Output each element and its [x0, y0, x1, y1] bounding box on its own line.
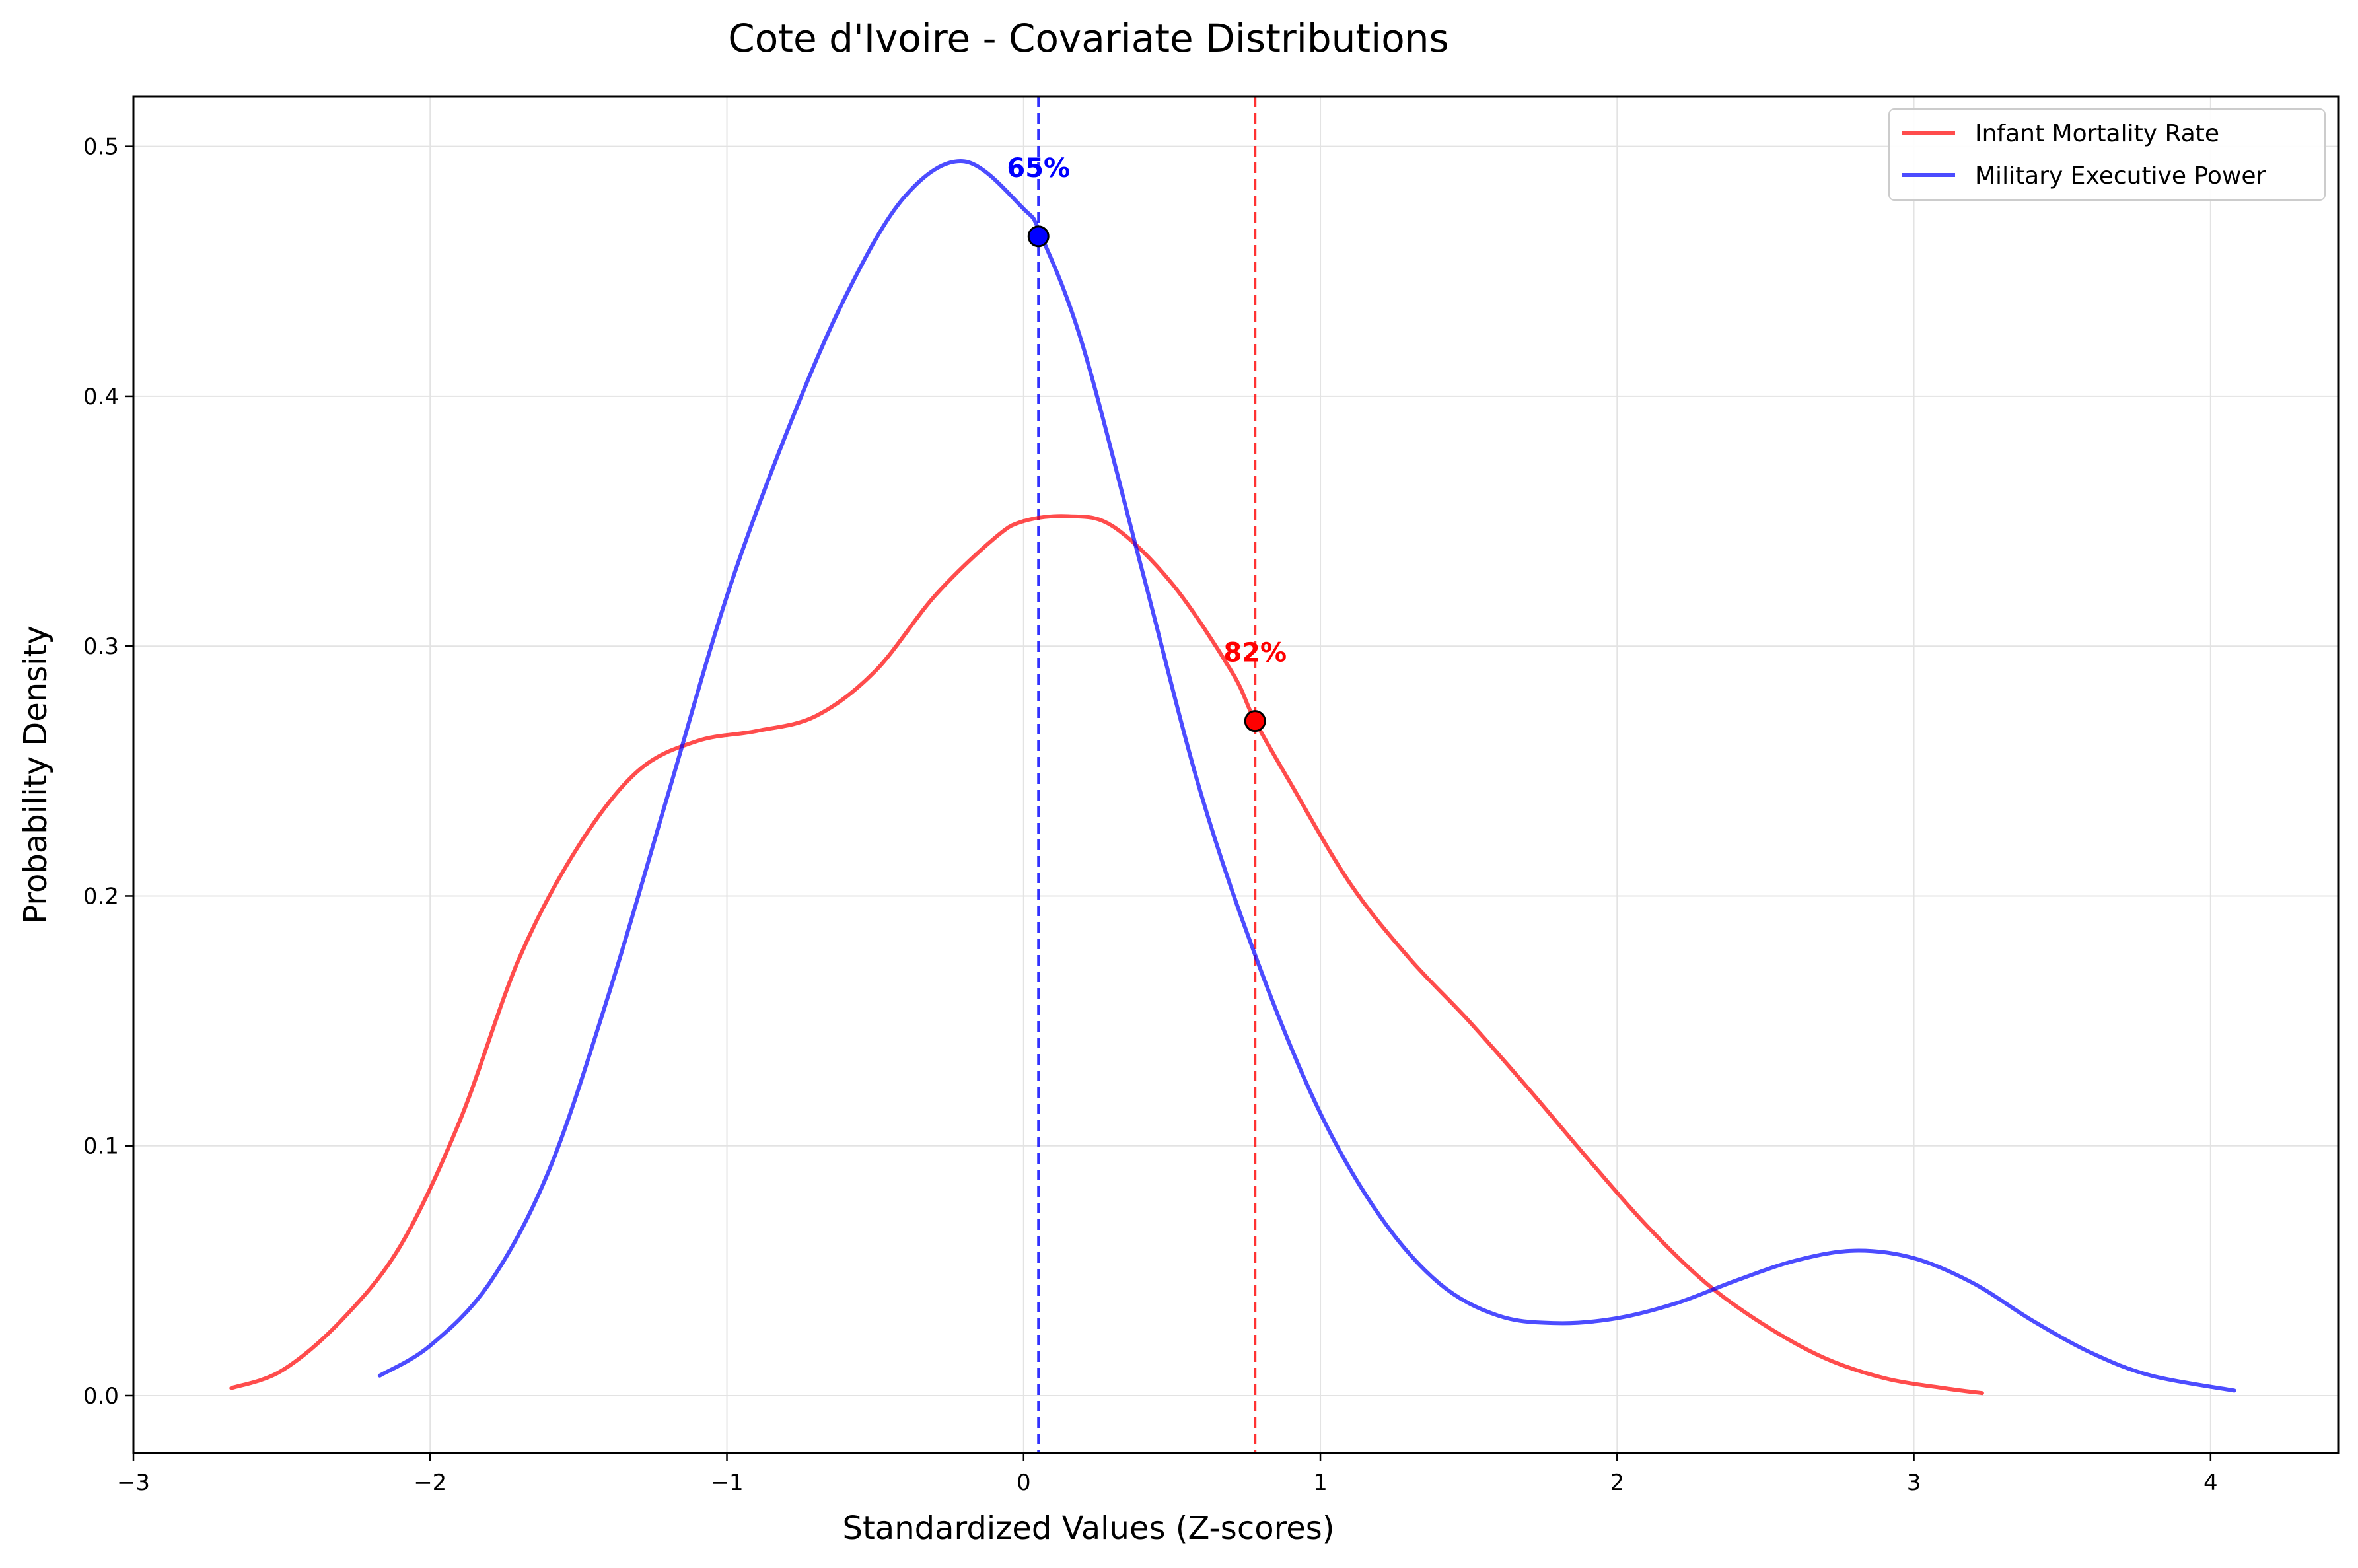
- series-line: [229, 514, 1984, 1396]
- x-tick-label: −2: [413, 1470, 447, 1496]
- x-tick-label: 0: [1017, 1470, 1031, 1496]
- y-axis: 0.0 0.1 0.2 0.3 0.4 0.5: [83, 134, 133, 1409]
- series-line: [377, 159, 2236, 1393]
- x-axis: −3 −2 −1 0 1 2 3 4: [117, 1453, 2218, 1496]
- legend-box: [1888, 108, 2326, 201]
- x-axis-label: Standardized Values (Z-scores): [842, 1510, 1334, 1547]
- y-tick-label: 0.5: [83, 134, 119, 160]
- y-axis-label: Probability Density: [17, 625, 54, 923]
- y-tick-label: 0.2: [83, 883, 119, 909]
- x-tick-label: −3: [117, 1470, 150, 1496]
- y-tick-label: 0.1: [83, 1133, 119, 1160]
- x-tick-label: −1: [710, 1470, 743, 1496]
- y-tick-label: 0.3: [83, 633, 119, 660]
- legend: Infant Mortality Rate Military Executive …: [1888, 108, 2326, 201]
- marker-label: 65%: [1007, 153, 1070, 184]
- y-tick-label: 0.4: [83, 384, 119, 410]
- marker-label: 82%: [1223, 638, 1287, 668]
- chart-title: Cote d'Ivoire - Covariate Distributions: [728, 16, 1449, 61]
- marker-point: [1027, 225, 1050, 248]
- x-tick-label: 4: [2203, 1470, 2218, 1496]
- x-tick-label: 2: [1610, 1470, 1624, 1496]
- marker-vlines: [1037, 96, 1257, 1453]
- y-tick-label: 0.0: [83, 1383, 119, 1409]
- marker-point: [1244, 710, 1266, 732]
- x-tick-label: 1: [1313, 1470, 1328, 1496]
- marker-layer: 65% 82%: [1007, 153, 1287, 732]
- series-layer: [229, 159, 2236, 1396]
- x-tick-label: 3: [1907, 1470, 1921, 1496]
- plot-frame: [132, 95, 2340, 1454]
- legend-label: Infant Mortality Rate: [1975, 120, 2219, 147]
- legend-label: Military Executive Power: [1975, 162, 2266, 190]
